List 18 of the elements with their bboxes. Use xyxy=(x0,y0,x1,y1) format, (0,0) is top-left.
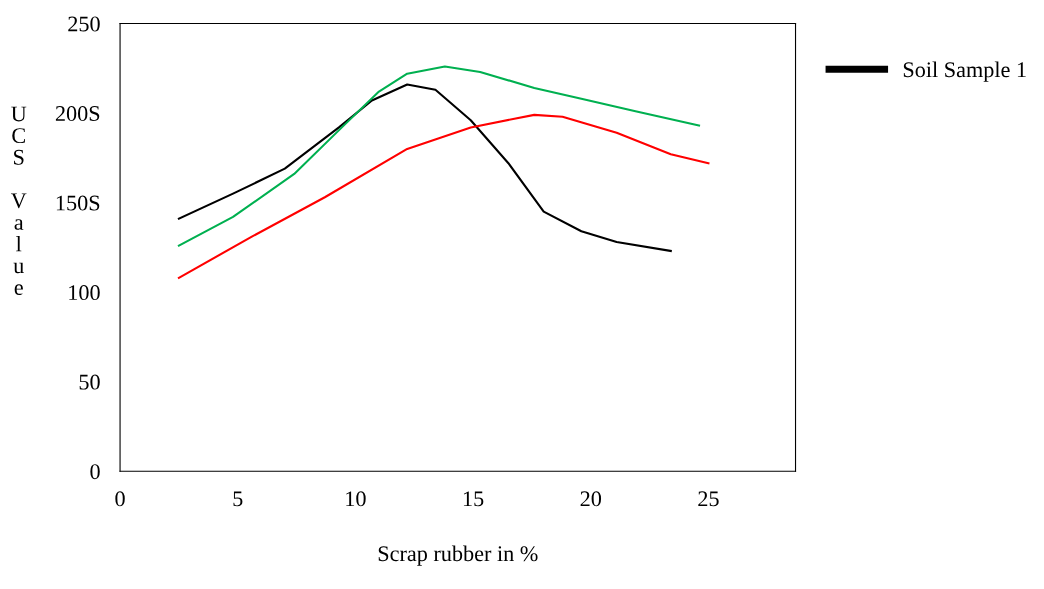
x-axis-title: Scrap rubber in % xyxy=(378,545,538,566)
x-tick-label: 20 xyxy=(580,491,602,507)
line-series xyxy=(177,65,701,247)
y-tick-label: 100 xyxy=(69,285,100,301)
x-tick-label: 5 xyxy=(233,491,243,507)
x-tick-label: 15 xyxy=(463,491,484,507)
x-tick-label: 10 xyxy=(346,491,366,507)
y-tick-label: 250 xyxy=(68,16,100,32)
line-series xyxy=(177,83,672,252)
y-tick-label: 200S xyxy=(55,106,100,122)
y-tick-label: 150S xyxy=(56,195,100,211)
legend-label: Soil Sample 1 xyxy=(903,61,1026,82)
x-tick-label: 0 xyxy=(115,491,125,507)
text: UCS Value xyxy=(10,106,27,295)
y-tick-label: 0 xyxy=(90,464,100,480)
line-series xyxy=(177,113,710,279)
x-tick-label: 25 xyxy=(698,491,719,507)
y-tick-label: 50 xyxy=(79,374,100,390)
